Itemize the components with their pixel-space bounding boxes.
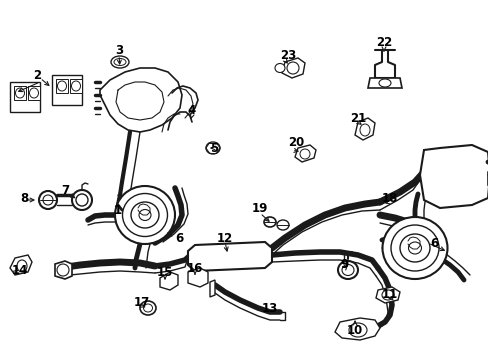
Polygon shape xyxy=(187,268,207,287)
Polygon shape xyxy=(282,58,305,78)
Ellipse shape xyxy=(286,62,298,74)
Polygon shape xyxy=(419,145,488,208)
Ellipse shape xyxy=(16,88,24,98)
Polygon shape xyxy=(354,118,374,140)
Text: 14: 14 xyxy=(12,264,28,276)
Polygon shape xyxy=(294,145,315,162)
Text: 5: 5 xyxy=(209,141,218,154)
Text: 19: 19 xyxy=(251,202,267,215)
Ellipse shape xyxy=(276,220,288,230)
Polygon shape xyxy=(10,82,40,112)
Ellipse shape xyxy=(348,323,366,337)
Ellipse shape xyxy=(143,304,152,312)
Text: 7: 7 xyxy=(61,184,69,197)
Polygon shape xyxy=(367,78,401,88)
Text: 8: 8 xyxy=(20,192,28,204)
Polygon shape xyxy=(10,255,32,275)
Ellipse shape xyxy=(29,88,39,98)
Polygon shape xyxy=(487,168,488,188)
Ellipse shape xyxy=(71,81,81,91)
Ellipse shape xyxy=(341,265,353,275)
Ellipse shape xyxy=(122,194,167,237)
Text: 17: 17 xyxy=(134,296,150,309)
Text: 15: 15 xyxy=(157,266,173,279)
Ellipse shape xyxy=(407,242,421,254)
Ellipse shape xyxy=(264,217,275,227)
Text: 13: 13 xyxy=(262,301,278,315)
Ellipse shape xyxy=(359,124,369,136)
Ellipse shape xyxy=(399,234,429,262)
Text: 16: 16 xyxy=(186,261,203,275)
Ellipse shape xyxy=(274,63,285,72)
Polygon shape xyxy=(28,86,40,100)
Ellipse shape xyxy=(299,149,309,159)
Polygon shape xyxy=(209,280,215,297)
Text: 6: 6 xyxy=(175,231,183,244)
Text: 21: 21 xyxy=(349,112,366,125)
Polygon shape xyxy=(334,318,379,340)
Text: 9: 9 xyxy=(339,258,347,271)
Ellipse shape xyxy=(58,81,66,91)
Ellipse shape xyxy=(115,186,175,244)
Ellipse shape xyxy=(378,79,390,87)
Ellipse shape xyxy=(382,217,447,279)
Text: 18: 18 xyxy=(381,192,397,204)
Polygon shape xyxy=(375,287,399,303)
Ellipse shape xyxy=(140,301,156,315)
Text: 12: 12 xyxy=(217,231,233,244)
Ellipse shape xyxy=(131,202,159,228)
Text: 23: 23 xyxy=(280,49,296,62)
Text: 20: 20 xyxy=(287,136,304,149)
Text: 6: 6 xyxy=(429,237,437,249)
Polygon shape xyxy=(55,261,72,279)
Text: 2: 2 xyxy=(33,68,41,81)
Polygon shape xyxy=(160,272,178,290)
Text: 10: 10 xyxy=(346,324,363,337)
Text: 4: 4 xyxy=(187,104,196,117)
Polygon shape xyxy=(52,75,82,105)
Ellipse shape xyxy=(139,210,151,220)
Text: 11: 11 xyxy=(381,288,397,302)
Text: 1: 1 xyxy=(114,204,122,217)
Polygon shape xyxy=(100,68,182,132)
Polygon shape xyxy=(187,242,271,271)
Polygon shape xyxy=(70,79,82,93)
Text: 3: 3 xyxy=(115,44,123,57)
Ellipse shape xyxy=(205,142,220,154)
Ellipse shape xyxy=(337,261,357,279)
Ellipse shape xyxy=(17,260,27,272)
Polygon shape xyxy=(14,86,26,100)
Ellipse shape xyxy=(381,290,393,300)
Ellipse shape xyxy=(57,264,69,276)
Text: 22: 22 xyxy=(375,36,391,49)
Polygon shape xyxy=(56,79,68,93)
Ellipse shape xyxy=(111,56,129,68)
Ellipse shape xyxy=(390,225,438,271)
